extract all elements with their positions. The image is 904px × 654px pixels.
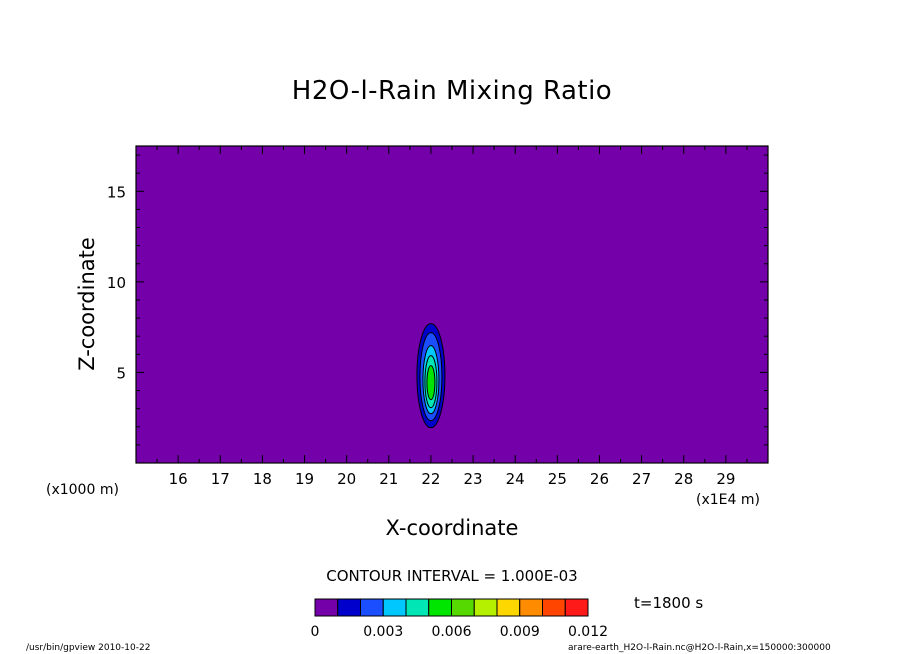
- colorbar-tick-label: 0: [311, 624, 320, 640]
- y-axis-label: Z-coordinate: [75, 237, 99, 371]
- x-tick-label: 25: [548, 470, 567, 488]
- plot-background: [136, 146, 768, 463]
- x-tick-label: 23: [464, 470, 483, 488]
- x-tick-label: 20: [337, 470, 356, 488]
- x-tick-label: 18: [253, 470, 272, 488]
- colorbar-box: [428, 598, 452, 617]
- time-label: t=1800 s: [634, 594, 704, 612]
- x-tick-label: 16: [169, 470, 188, 488]
- x-unit-label-right: (x1E4 m): [696, 492, 760, 508]
- x-unit-label-left: (x1000 m): [46, 482, 119, 498]
- contour-level-5: [426, 365, 436, 401]
- colorbar-box: [542, 598, 566, 617]
- footer-left: /usr/bin/gpview 2010-10-22: [26, 643, 151, 653]
- colorbar-tick-label: 0.006: [431, 624, 471, 640]
- y-tick-label: 10: [107, 274, 126, 292]
- x-tick-label: 24: [506, 470, 525, 488]
- contour-interval-label: CONTOUR INTERVAL = 1.000E-03: [326, 567, 578, 585]
- colorbar-box: [451, 598, 475, 617]
- colorbar-box: [314, 598, 339, 617]
- x-tick-label: 26: [590, 470, 609, 488]
- x-tick-label: 19: [295, 470, 314, 488]
- colorbar-box: [382, 598, 407, 617]
- colorbar-box: [360, 598, 384, 617]
- x-axis-label: X-coordinate: [385, 516, 519, 540]
- colorbar-box: [473, 598, 498, 617]
- x-tick-label: 17: [211, 470, 230, 488]
- colorbar-box: [337, 598, 361, 617]
- colorbar-box: [496, 598, 521, 617]
- x-tick-label: 28: [674, 470, 693, 488]
- x-tick-label: 22: [421, 470, 440, 488]
- x-tick-label: 21: [379, 470, 398, 488]
- chart-title: H2O-l-Rain Mixing Ratio: [291, 76, 613, 106]
- colorbar-box: [519, 598, 543, 617]
- colorbar-box: [405, 598, 430, 617]
- colorbar-tick-label: 0.009: [500, 624, 540, 640]
- y-tick-label: 5: [116, 364, 126, 382]
- x-tick-label: 27: [632, 470, 651, 488]
- y-tick-label: 15: [107, 183, 126, 201]
- colorbar-tick-label: 0.003: [363, 624, 403, 640]
- footer-right: arare-earth_H2O-l-Rain.nc@H2O-l-Rain,x=1…: [568, 643, 831, 653]
- colorbar-tick-label: 0.012: [568, 624, 608, 640]
- x-tick-label: 29: [716, 470, 735, 488]
- colorbar-box: [564, 598, 589, 617]
